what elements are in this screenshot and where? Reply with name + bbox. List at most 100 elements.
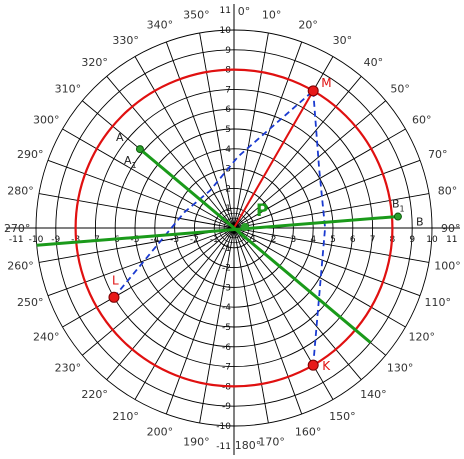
grid-ray — [233, 227, 430, 263]
y-tick-label: -7 — [222, 363, 231, 373]
y-tick-label: -10 — [216, 422, 231, 432]
grid-ray — [199, 227, 235, 424]
x-tick-label: 9 — [409, 235, 415, 245]
center-label-p: P — [256, 201, 268, 221]
grid-ray — [233, 227, 406, 328]
grid-ray — [233, 227, 269, 424]
blue-dashed-path-l-m — [113, 90, 314, 298]
angle-label: 10° — [262, 8, 282, 21]
angle-label: 230° — [55, 361, 82, 374]
y-tick-label: -1 — [222, 244, 231, 254]
center-point-p — [241, 223, 249, 231]
y-tick-label: 5 — [225, 125, 231, 135]
grid-ray — [82, 227, 235, 356]
angle-label: 90° — [441, 222, 461, 235]
angle-label: 180° — [235, 439, 262, 452]
point-l — [108, 291, 120, 303]
angle-labels: 0° 10°20°30°40°50°60°70°80°90°100°110°120… — [4, 5, 461, 452]
y-tick-label: -4 — [222, 303, 231, 313]
angle-label: 60° — [412, 114, 432, 127]
angle-label: 110° — [424, 296, 451, 309]
grid-ray — [47, 227, 235, 297]
angle-label: 220° — [81, 388, 108, 401]
ray-30-degrees — [233, 90, 315, 229]
y-tick-label: -8 — [222, 382, 231, 392]
x-tick-label: -1 — [210, 235, 219, 245]
angle-label: 30° — [333, 34, 353, 47]
line-b-label: B — [416, 216, 424, 229]
grid-ray — [38, 193, 235, 229]
line-a-label: A — [116, 131, 124, 144]
x-tick-label: -2 — [190, 235, 199, 245]
angle-label: 210° — [112, 410, 139, 423]
grid-ray — [233, 76, 362, 229]
y-tick-label: 9 — [225, 46, 231, 56]
red-circle — [74, 68, 394, 388]
x-tick-label: -10 — [29, 235, 44, 245]
point-k — [307, 359, 319, 371]
point-b1-label-main: B — [392, 198, 400, 211]
point-b1-label-index: 1 — [399, 205, 404, 214]
x-tick-label: 5 — [330, 235, 336, 245]
grid-ray — [47, 159, 235, 229]
angle-label: 80° — [438, 184, 458, 197]
green-line-b — [36, 215, 399, 247]
angle-label: 290° — [17, 148, 44, 161]
angle-label: 150° — [329, 410, 356, 423]
angle-label: 190° — [183, 436, 210, 449]
angle-label: 70° — [428, 148, 448, 161]
grid-ray — [233, 227, 421, 297]
x-tick-label: 11 — [446, 235, 457, 245]
y-tick-label: -3 — [222, 283, 231, 293]
angle-label: 280° — [7, 184, 34, 197]
point-b1 — [393, 212, 402, 221]
angle-label: 0° — [238, 5, 251, 18]
point-a1 — [135, 145, 144, 154]
x-tick-label: 6 — [350, 235, 356, 245]
angle-label: 130° — [387, 361, 414, 374]
axis-tick-labels: -11-10-9-8-7-6-5-4-3-2-11234567891011111… — [9, 6, 458, 452]
point-b1-label: B1 — [392, 198, 405, 214]
grid-ray — [233, 227, 334, 400]
grid-ray — [134, 227, 235, 400]
y-tick-label: -5 — [222, 323, 231, 333]
angle-label: 330° — [112, 34, 139, 47]
x-tick-label: 3 — [291, 235, 297, 245]
y-tick-label: 4 — [225, 145, 231, 155]
grid-ray — [233, 227, 362, 380]
angle-label: 250° — [17, 296, 44, 309]
angle-label: 310° — [55, 83, 82, 96]
y-tick-label: 6 — [225, 105, 231, 115]
angle-label: 50° — [390, 83, 410, 96]
grid-ray — [233, 227, 303, 415]
grid-ray — [62, 128, 235, 229]
angle-label: 350° — [183, 8, 210, 21]
point-m — [307, 85, 319, 97]
point-a1-label-index: 1 — [131, 161, 136, 170]
green-line-a — [138, 147, 372, 344]
grid-ray — [106, 76, 235, 229]
point-l-label: L — [112, 273, 119, 287]
grid-ray — [233, 128, 406, 229]
y-tick-label: 11 — [220, 6, 231, 16]
point-a1-label-main: A — [124, 154, 132, 167]
grid-ray — [38, 227, 235, 263]
angle-label: 160° — [295, 426, 322, 439]
grid-ray — [233, 100, 386, 229]
x-tick-label: 2 — [271, 235, 277, 245]
y-tick-label: 2 — [225, 184, 231, 194]
angle-label: 260° — [7, 260, 34, 273]
grid-ray — [233, 32, 269, 229]
y-tick-label: -6 — [222, 343, 231, 353]
point-m-label: M — [321, 76, 331, 90]
angle-label: 320° — [81, 56, 108, 69]
x-tick-label: -11 — [9, 235, 24, 245]
grid-ray — [106, 227, 235, 380]
y-tick-label: 1 — [225, 204, 231, 214]
angle-label: 300° — [33, 114, 60, 127]
angle-label: 100° — [434, 260, 461, 273]
y-tick-label: 10 — [220, 26, 232, 36]
grid-ray — [134, 56, 235, 229]
x-tick-label: -5 — [131, 235, 140, 245]
